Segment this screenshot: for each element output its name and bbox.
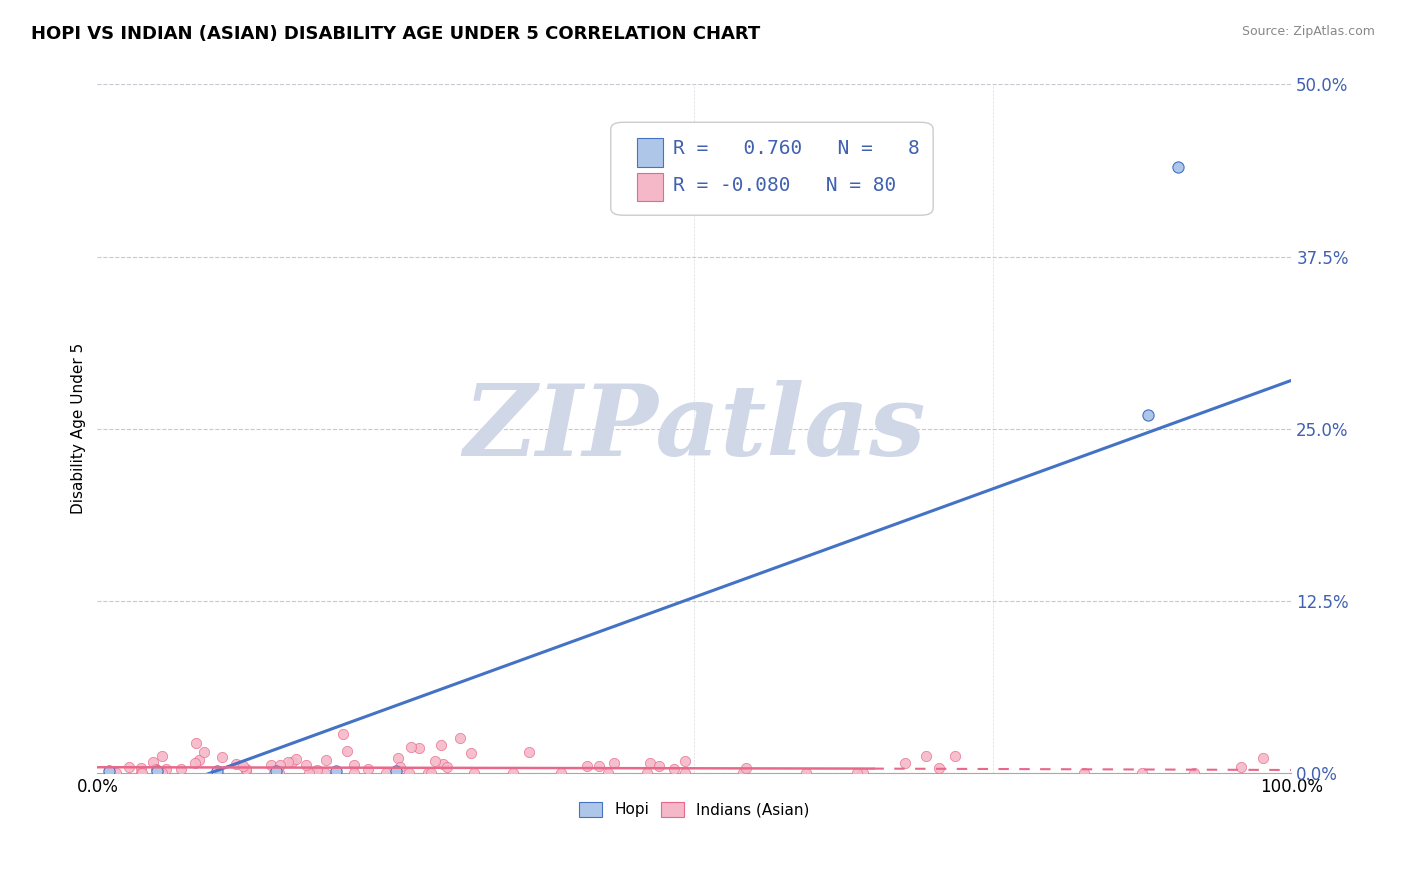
Point: [636, 765, 658, 780]
Point: [294, 758, 316, 772]
Point: [416, 765, 439, 780]
Point: [432, 757, 454, 772]
Point: [193, 745, 215, 759]
Point: [1137, 408, 1160, 422]
Point: [1230, 760, 1253, 774]
Point: [281, 755, 304, 769]
Point: [794, 765, 817, 780]
Point: [423, 755, 446, 769]
Point: [894, 756, 917, 771]
Point: [1167, 160, 1189, 174]
Point: [638, 756, 661, 770]
Text: Source: ZipAtlas.com: Source: ZipAtlas.com: [1241, 25, 1375, 38]
Point: [183, 756, 205, 771]
Point: [284, 752, 307, 766]
Point: [155, 762, 177, 776]
Point: [673, 754, 696, 768]
Point: [502, 765, 524, 780]
Point: [388, 760, 411, 774]
Point: [307, 763, 329, 777]
Point: [575, 759, 598, 773]
Point: [150, 765, 173, 780]
Point: [1251, 750, 1274, 764]
Point: [398, 765, 420, 780]
Text: R =   0.760   N =   8: R = 0.760 N = 8: [673, 139, 920, 158]
Point: [263, 765, 285, 780]
Point: [647, 759, 669, 773]
Point: [267, 765, 290, 780]
Point: [98, 764, 121, 779]
Point: [846, 765, 869, 780]
Point: [211, 749, 233, 764]
Point: [315, 753, 337, 767]
Point: [375, 765, 398, 780]
Text: HOPI VS INDIAN (ASIAN) DISABILITY AGE UNDER 5 CORRELATION CHART: HOPI VS INDIAN (ASIAN) DISABILITY AGE UN…: [31, 25, 761, 43]
Point: [145, 762, 167, 776]
Point: [928, 761, 950, 775]
Point: [332, 727, 354, 741]
Legend: Hopi, Indians (Asian): Hopi, Indians (Asian): [572, 796, 815, 823]
Point: [460, 746, 482, 760]
Point: [914, 748, 936, 763]
Point: [205, 764, 228, 779]
Point: [118, 760, 141, 774]
Point: [517, 745, 540, 759]
Point: [343, 765, 366, 780]
Point: [188, 753, 211, 767]
Point: [596, 765, 619, 780]
Point: [943, 748, 966, 763]
Point: [408, 741, 430, 756]
Point: [325, 764, 347, 779]
Point: [314, 765, 336, 780]
Point: [336, 744, 359, 758]
Point: [449, 731, 471, 745]
Point: [131, 765, 153, 780]
Bar: [637, 172, 664, 202]
Point: [662, 762, 685, 776]
Point: [731, 765, 754, 780]
Point: [673, 765, 696, 780]
Point: [225, 756, 247, 771]
Point: [105, 765, 128, 780]
Point: [436, 760, 458, 774]
Point: [266, 764, 288, 779]
Point: [852, 765, 875, 780]
Point: [420, 765, 443, 780]
Point: [150, 748, 173, 763]
Point: [235, 763, 257, 777]
Point: [302, 765, 325, 780]
Point: [277, 756, 299, 770]
Y-axis label: Disability Age Under 5: Disability Age Under 5: [72, 343, 86, 514]
Point: [235, 762, 257, 776]
Point: [1182, 765, 1205, 780]
FancyBboxPatch shape: [610, 122, 934, 215]
Point: [550, 765, 572, 780]
Point: [387, 751, 409, 765]
Point: [343, 758, 366, 772]
Point: [146, 764, 169, 779]
Point: [401, 739, 423, 754]
Bar: [637, 138, 664, 167]
Point: [603, 756, 626, 771]
Point: [129, 765, 152, 780]
Point: [385, 764, 408, 779]
Point: [357, 762, 380, 776]
Point: [142, 756, 165, 770]
Point: [735, 761, 758, 775]
Text: R = -0.080   N = 80: R = -0.080 N = 80: [673, 176, 896, 195]
Point: [588, 759, 610, 773]
Point: [1073, 765, 1095, 780]
Point: [463, 765, 485, 780]
Point: [1130, 765, 1153, 780]
Text: ZIPatlas: ZIPatlas: [463, 380, 925, 477]
Point: [131, 761, 153, 775]
Point: [184, 736, 207, 750]
Point: [170, 763, 193, 777]
Point: [232, 759, 254, 773]
Point: [430, 738, 453, 752]
Point: [269, 758, 291, 772]
Point: [260, 757, 283, 772]
Point: [298, 765, 321, 780]
